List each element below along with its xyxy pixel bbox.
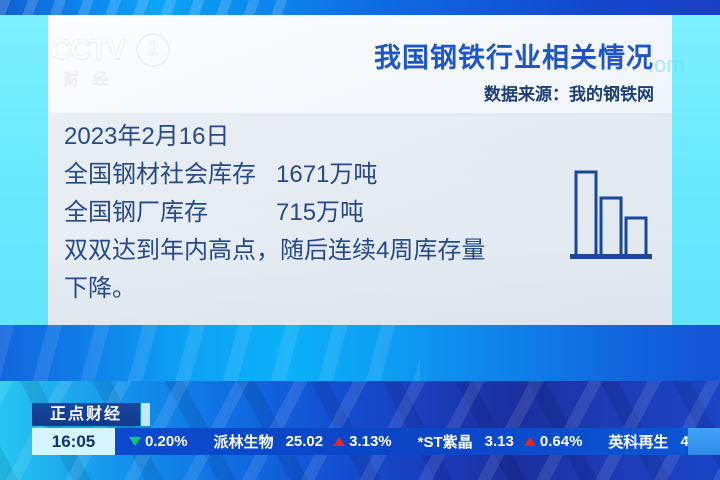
page-title: 我国钢铁行业相关情况	[374, 43, 654, 73]
lower-band-upper	[0, 325, 720, 381]
clock-display: 16:05	[32, 428, 115, 455]
stat-row-1: 全国钢厂库存 715万吨	[64, 194, 534, 232]
arrow-up-icon	[333, 437, 346, 446]
arrow-up-icon	[523, 437, 536, 446]
arrow-down-icon	[129, 437, 141, 446]
date-line: 2023年2月16日	[64, 123, 230, 150]
stat-row-0: 全国钢材社会库存 1671万吨	[64, 156, 534, 194]
cyan-strip-left	[0, 15, 48, 325]
stat-value-1: 715万吨	[276, 199, 365, 226]
quote-name-0: 派林生物	[213, 434, 274, 451]
ticker-quote-1[interactable]: *ST紫晶 3.13 0.64%	[418, 431, 583, 452]
program-name-badge: 正点财经	[32, 403, 140, 426]
market-change-value: 0.20%	[145, 433, 188, 450]
bar-chart-icon-svg	[570, 170, 652, 259]
content-panel-inner	[48, 113, 672, 325]
market-change: 0.20%	[129, 433, 188, 450]
stat-label-0: 全国钢材社会库存	[64, 161, 256, 188]
content-panel	[48, 15, 672, 325]
ticker-items: 0.20% 派林生物 25.02 3.13% *ST紫晶 3.13 0.64% …	[115, 428, 707, 455]
quote-price-1: 3.13	[484, 433, 514, 450]
stat-value-0: 1671万吨	[276, 161, 378, 188]
top-decorative-band	[0, 0, 720, 15]
ticker-quote-0[interactable]: 派林生物 25.02 3.13%	[214, 431, 392, 452]
note-line-2: 下降。	[64, 275, 136, 302]
cyan-strip-right	[672, 15, 720, 325]
bar-chart-icon	[568, 160, 654, 272]
stock-ticker[interactable]: 16:05 0.20% 派林生物 25.02 3.13% *ST紫晶 3.13 …	[32, 428, 697, 455]
program-badge-tab	[141, 403, 150, 426]
ticker-endcap	[688, 428, 720, 455]
stat-label-1: 全国钢厂库存	[64, 199, 208, 226]
note-line-1: 双双达到年内高点，随后连续4周库存量	[64, 237, 486, 264]
quote-price-0: 25.02	[285, 433, 324, 450]
quote-name-1: *ST紫晶	[417, 434, 473, 451]
quote-change-1: 0.64%	[539, 433, 583, 450]
body-text-block: 2023年2月16日 全国钢材社会库存 1671万吨 全国钢厂库存 715万吨 双双…	[64, 118, 534, 308]
quote-change-0: 3.13%	[349, 433, 392, 450]
quote-name-2: 英科再生	[608, 434, 669, 451]
data-source-label: 数据来源：我的钢铁网	[484, 85, 654, 104]
